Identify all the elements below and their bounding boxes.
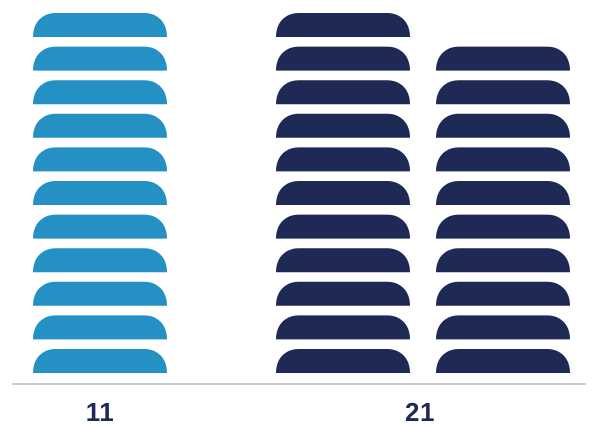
unit-icon — [436, 248, 570, 273]
unit-icon — [33, 315, 167, 340]
icon-column-3 — [436, 46, 570, 373]
unit-icon — [276, 248, 410, 273]
unit-icon — [276, 315, 410, 340]
unit-icon — [33, 46, 167, 71]
icon-column-2 — [276, 13, 410, 373]
unit-icon — [33, 113, 167, 138]
unit-icon — [436, 281, 570, 306]
unit-icon — [436, 349, 570, 373]
unit-icon — [436, 113, 570, 138]
unit-icon — [436, 80, 570, 105]
unit-icon — [276, 147, 410, 172]
group-value-label-11: 11 — [85, 397, 115, 427]
unit-icon — [33, 13, 167, 37]
icon-column-1 — [33, 13, 167, 373]
unit-icon — [436, 147, 570, 172]
unit-icon — [276, 281, 410, 306]
unit-icon — [276, 13, 410, 37]
unit-icon — [276, 46, 410, 71]
unit-icon — [436, 214, 570, 239]
unit-icon — [33, 281, 167, 306]
unit-icon — [33, 214, 167, 239]
unit-icon — [276, 214, 410, 239]
unit-icon — [33, 248, 167, 273]
unit-icon — [33, 80, 167, 105]
unit-icon — [276, 349, 410, 373]
group-value-label-21: 21 — [405, 397, 435, 427]
unit-icon — [276, 80, 410, 105]
unit-icon — [33, 147, 167, 172]
unit-icon — [33, 181, 167, 205]
unit-icon — [436, 181, 570, 205]
unit-icon — [436, 315, 570, 340]
unit-icon — [276, 181, 410, 205]
unit-icon — [276, 113, 410, 138]
unit-icon — [436, 46, 570, 71]
unit-icon — [33, 349, 167, 373]
